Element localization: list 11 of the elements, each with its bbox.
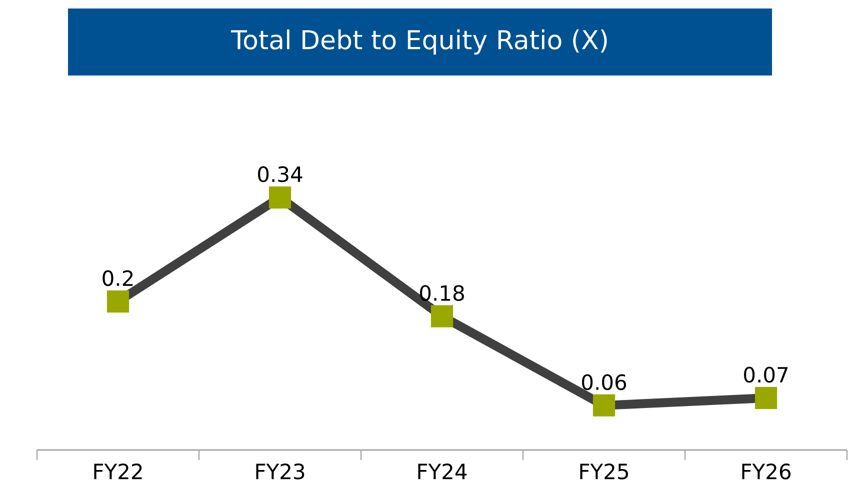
x-tick-label: FY26	[742, 464, 790, 480]
x-tick-label: FY23	[256, 464, 304, 480]
data-label: 0.18	[420, 285, 464, 301]
x-tick-label: FY25	[580, 464, 628, 480]
data-label: 0.34	[258, 166, 302, 182]
x-tick-label: FY22	[94, 464, 142, 480]
data-label: 0.2	[102, 270, 133, 286]
chart-title: Total Debt to Equity Ratio (X)	[230, 29, 607, 55]
x-tick-label: FY24	[418, 464, 467, 480]
data-label: 0.06	[582, 374, 626, 390]
data-label: 0.07	[744, 366, 788, 383]
